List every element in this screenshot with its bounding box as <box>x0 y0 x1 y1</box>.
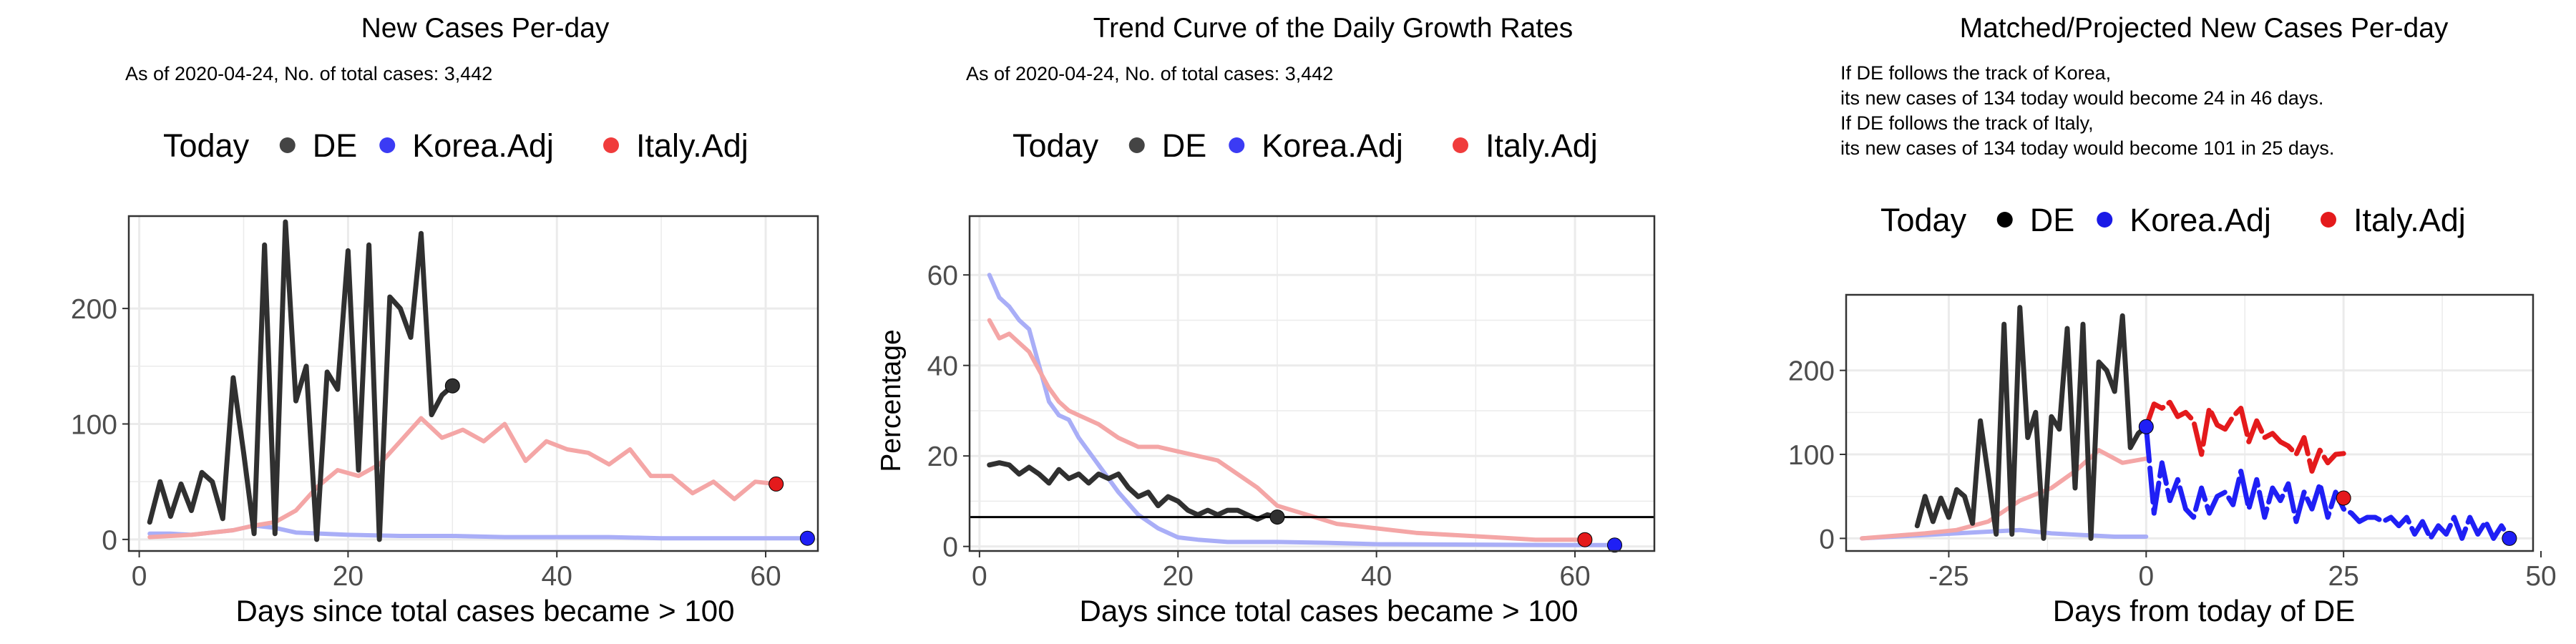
panel-new-cases: New Cases Per-day As of 2020-04-24, No. … <box>71 13 819 628</box>
y-tick-label: 40 <box>927 351 958 382</box>
today-point-de <box>444 378 460 394</box>
series-line-de <box>147 219 455 542</box>
y-axis-label: Percentage <box>876 329 907 472</box>
panel-subtitle: As of 2020-04-24, No. of total cases: 3,… <box>125 63 492 84</box>
legend-title: Today <box>1013 127 1099 164</box>
plot-frame <box>127 215 819 552</box>
series-line-italy-matched <box>1860 448 2149 541</box>
x-tick-label: 20 <box>1163 561 1194 592</box>
x-tick-label: -25 <box>1928 561 1968 592</box>
today-point-italy <box>769 476 784 492</box>
y-tick-label: 20 <box>927 441 958 472</box>
panel-growth-rates: Trend Curve of the Daily Growth Rates As… <box>876 13 1656 628</box>
panel-title: Trend Curve of the Daily Growth Rates <box>1093 13 1573 44</box>
legend-marker <box>1229 137 1245 153</box>
today-point-korea <box>799 530 815 546</box>
x-axis-label: Days from today of DE <box>2053 594 2355 628</box>
panel-subtitle-line: its new cases of 134 today would become … <box>1840 137 2334 159</box>
x-tick-label: 40 <box>542 561 572 592</box>
legend-marker <box>1453 137 1468 153</box>
y-tick-label: 0 <box>1819 524 1835 555</box>
legend-marker <box>1128 137 1145 153</box>
legend-item-label: Korea.Adj <box>412 127 554 164</box>
today-point-de <box>2138 419 2154 434</box>
panel-title: Matched/Projected New Cases Per-day <box>1960 13 2449 44</box>
plot-frame <box>1845 293 2534 552</box>
x-axis-label: Days since total cases became > 100 <box>1080 594 1579 628</box>
legend-marker <box>2321 212 2336 228</box>
legend-marker <box>603 137 619 153</box>
series-line-korea <box>987 273 1617 547</box>
today-point-italy <box>2336 490 2351 506</box>
plot-frame <box>968 215 1656 552</box>
plot-area: 0 20 40 60 0 20 40 60 <box>927 215 1656 592</box>
x-tick-label: 25 <box>2328 561 2358 592</box>
today-point-italy <box>1577 532 1593 547</box>
y-tick-label: 60 <box>927 260 958 291</box>
panel-subtitle: As of 2020-04-24, No. of total cases: 3,… <box>966 63 1333 84</box>
legend: Today DE Korea.Adj Italy.Adj <box>1880 202 2466 238</box>
legend-item-label: Korea.Adj <box>1262 127 1403 164</box>
legend-item-label: Italy.Adj <box>1485 127 1598 164</box>
legend-marker <box>279 137 296 153</box>
x-tick-label: 0 <box>972 561 987 592</box>
plot-area: -25 0 25 50 0 100 200 <box>1788 293 2557 592</box>
x-tick-label: 0 <box>2138 561 2154 592</box>
panel-subtitle-line: If DE follows the track of Italy, <box>1840 112 2094 134</box>
series-line-de <box>1914 305 2149 541</box>
legend: Today DE Korea.Adj Italy.Adj <box>1013 127 1598 164</box>
panel-title: New Cases Per-day <box>361 13 610 44</box>
x-tick-label: 60 <box>1559 561 1590 592</box>
legend: Today DE Korea.Adj Italy.Adj <box>163 127 748 164</box>
x-tick-label: 50 <box>2525 561 2556 592</box>
legend-item-label: DE <box>1162 127 1207 164</box>
series-line-korea-projected <box>2143 424 2512 541</box>
y-tick-label: 0 <box>102 525 117 556</box>
today-point-korea <box>1607 537 1623 553</box>
y-tick-label: 200 <box>71 294 117 325</box>
y-tick-label: 100 <box>71 409 117 440</box>
legend-marker <box>379 137 396 153</box>
legend-item-label: Italy.Adj <box>636 127 748 164</box>
legend-item-label: Italy.Adj <box>2353 202 2466 238</box>
today-point-de <box>1269 509 1285 525</box>
x-tick-label: 60 <box>750 561 781 592</box>
y-tick-label: 100 <box>1788 440 1835 471</box>
legend-title: Today <box>163 127 250 164</box>
series-line-de <box>987 460 1280 522</box>
y-tick-label: 0 <box>942 532 958 563</box>
panel-subtitle-line: its new cases of 134 today would become … <box>1840 87 2323 109</box>
x-axis-label: Days since total cases became > 100 <box>236 594 735 628</box>
y-tick-label: 200 <box>1788 356 1835 387</box>
legend-item-label: DE <box>2030 202 2075 238</box>
x-tick-label: 20 <box>333 561 364 592</box>
x-tick-label: 0 <box>132 561 147 592</box>
legend-title: Today <box>1880 202 1967 238</box>
legend-marker <box>2097 212 2113 228</box>
series-line-italy <box>987 318 1587 542</box>
series-line-italy-projected <box>2143 399 2346 474</box>
panel-subtitle-line: If DE follows the track of Korea, <box>1840 62 2111 84</box>
plot-area: 0 20 40 60 0 100 200 <box>71 215 819 592</box>
legend-item-label: DE <box>313 127 358 164</box>
panel-projected-cases: Matched/Projected New Cases Per-day If D… <box>1788 13 2557 628</box>
today-point-korea <box>2502 530 2517 546</box>
x-tick-label: 40 <box>1361 561 1392 592</box>
legend-item-label: Korea.Adj <box>2129 202 2271 238</box>
legend-marker <box>1996 212 2013 228</box>
